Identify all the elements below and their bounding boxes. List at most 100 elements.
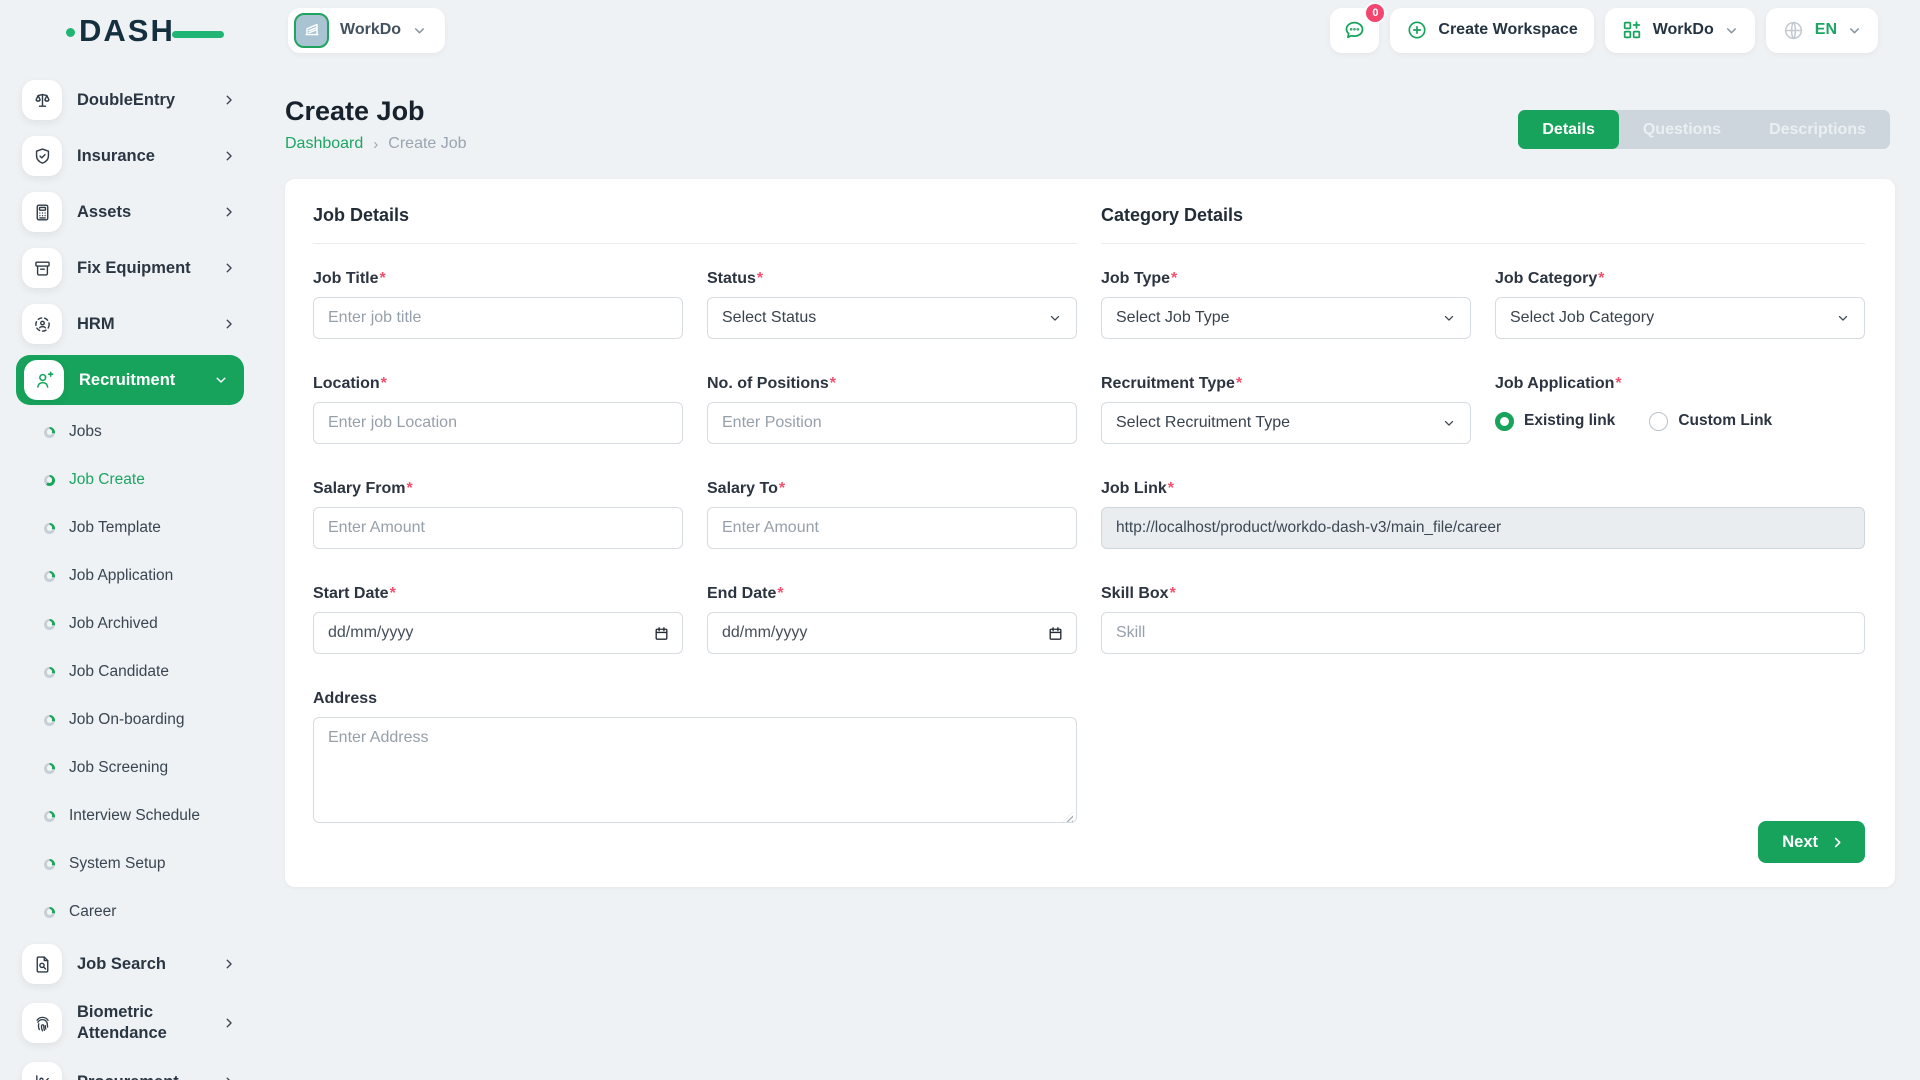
chevron-down-icon [1726,27,1736,33]
end-date-label: End Date* [707,585,784,602]
custom-link-radio[interactable] [1649,411,1669,431]
recruitment-type-label: Recruitment Type* [1101,375,1243,392]
shield-check-icon [35,147,49,164]
job-title-input[interactable] [313,297,683,339]
sidebar-item-insurance[interactable]: Insurance [0,128,260,184]
workdo-menu-label: WorkDo [1652,21,1714,38]
job-details-section: Job Details Job Title* Status* Select St… [313,205,1077,828]
status-label: Status* [707,270,764,287]
tab-descriptions[interactable]: Descriptions [1769,120,1866,138]
workspace-switcher[interactable]: WorkDo [288,7,446,53]
bullet-icon [44,426,55,438]
skill-box-label: Skill Box* [1101,585,1176,602]
sidebar-subitem-job-archived[interactable]: Job Archived [0,600,260,648]
job-category-label: Job Category* [1495,270,1605,287]
breadcrumb-dashboard-link[interactable]: Dashboard [285,135,364,152]
sidebar-subitem-job-candidate[interactable]: Job Candidate [0,648,260,696]
sidebar-item-procurement[interactable]: Procurement [0,1054,260,1080]
location-label: Location* [313,375,387,392]
chevron-right-icon [226,263,232,273]
calculator-icon [36,203,48,221]
messages-button[interactable]: 0 [1330,1,1387,53]
positions-label: No. of Positions* [707,375,837,392]
existing-link-radio[interactable] [1495,411,1514,431]
circle-plus-icon [1408,21,1426,39]
calendar-icon[interactable] [1047,625,1064,642]
bullet-icon [44,570,55,582]
sidebar-subitem-system-setup[interactable]: System Setup [0,840,260,888]
breadcrumb: Dashboard › Create Job [285,135,1890,153]
bullet-icon [44,714,55,726]
sidebar-item-biometric-attendance[interactable]: Biometric Attendance [0,992,260,1054]
address-label: Address [313,690,378,707]
job-application-label: Job Application* [1495,375,1622,392]
end-date-input[interactable]: dd/mm/yyyy [707,612,1077,654]
tab-details[interactable]: Details [1518,110,1619,149]
messages-badge: 0 [1364,1,1387,24]
sidebar: DoubleEntry Insurance Assets Fix Equipme… [0,60,260,1080]
sidebar-item-recruitment[interactable]: Recruitment [16,355,244,405]
bullet-icon [44,618,55,630]
existing-link-label[interactable]: Existing link [1524,412,1616,429]
salary-from-input[interactable] [313,507,683,549]
bullet-icon [44,858,55,870]
sidebar-subitem-job-template[interactable]: Job Template [0,504,260,552]
chevron-right-icon [226,319,232,329]
workspace-label: WorkDo [340,21,402,38]
chevron-right-icon [1834,837,1841,847]
chevron-right-icon [226,95,232,105]
location-input[interactable] [313,402,683,444]
globe-icon [1784,21,1802,39]
chevron-down-icon [1850,27,1859,33]
skill-input[interactable] [1101,612,1865,654]
sidebar-subitem-job-application[interactable]: Job Application [0,552,260,600]
salary-from-label: Salary From* [313,480,413,497]
positions-input[interactable] [707,402,1077,444]
sidebar-subitem-job-create[interactable]: Job Create [0,456,260,504]
chevron-right-icon [226,1077,231,1080]
bullet-icon [44,810,55,822]
status-select[interactable]: Select Status [707,297,1077,339]
chevron-right-icon [226,207,232,217]
calendar-icon[interactable] [653,625,670,642]
page-title: Create Job [285,96,425,126]
archive-box-icon [34,261,50,276]
sidebar-subitem-jobs[interactable]: Jobs [0,408,260,456]
logo-bar-icon [172,30,224,38]
job-type-select[interactable]: Select Job Type [1101,297,1471,339]
next-button[interactable]: Next [1758,821,1865,863]
sidebar-subitem-job-screening[interactable]: Job Screening [0,744,260,792]
topbar: DASH WorkDo 0 Create Workspace [0,0,1920,60]
start-date-input[interactable]: dd/mm/yyyy [313,612,683,654]
tab-questions[interactable]: Questions [1642,120,1722,138]
bullet-icon [44,906,55,918]
sidebar-item-assets[interactable]: Assets [0,184,260,240]
job-category-select[interactable]: Select Job Category [1495,297,1865,339]
chevron-right-icon [226,1018,232,1028]
custom-link-label[interactable]: Custom Link [1678,412,1773,429]
grid-plus-icon [1623,21,1640,39]
language-selector[interactable]: EN [1765,7,1878,53]
salary-to-input[interactable] [707,507,1077,549]
sidebar-item-fix-equipment[interactable]: Fix Equipment [0,240,260,296]
workdo-menu-button[interactable]: WorkDo [1604,7,1755,53]
job-title-label: Job Title* [313,270,386,287]
sidebar-item-hrm[interactable]: HRM [0,296,260,352]
bullet-icon [44,666,55,678]
percent-icon [35,1074,49,1080]
scales-icon [34,93,50,107]
sidebar-subitem-career[interactable]: Career [0,888,260,936]
sidebar-subitem-job-onboarding[interactable]: Job On-boarding [0,696,260,744]
sidebar-item-job-search[interactable]: Job Search [0,936,260,992]
sidebar-subitem-interview-schedule[interactable]: Interview Schedule [0,792,260,840]
create-workspace-button[interactable]: Create Workspace [1390,7,1594,53]
chevron-down-icon [1050,315,1060,321]
job-details-title: Job Details [313,205,1077,244]
chevron-down-icon [1444,420,1454,426]
sidebar-item-doubleentry[interactable]: DoubleEntry [0,72,260,128]
recruitment-type-select[interactable]: Select Recruitment Type [1101,402,1471,444]
address-textarea[interactable] [313,717,1077,823]
chevron-right-icon [226,959,232,969]
document-search-icon [36,955,48,973]
bullet-icon [44,522,55,534]
